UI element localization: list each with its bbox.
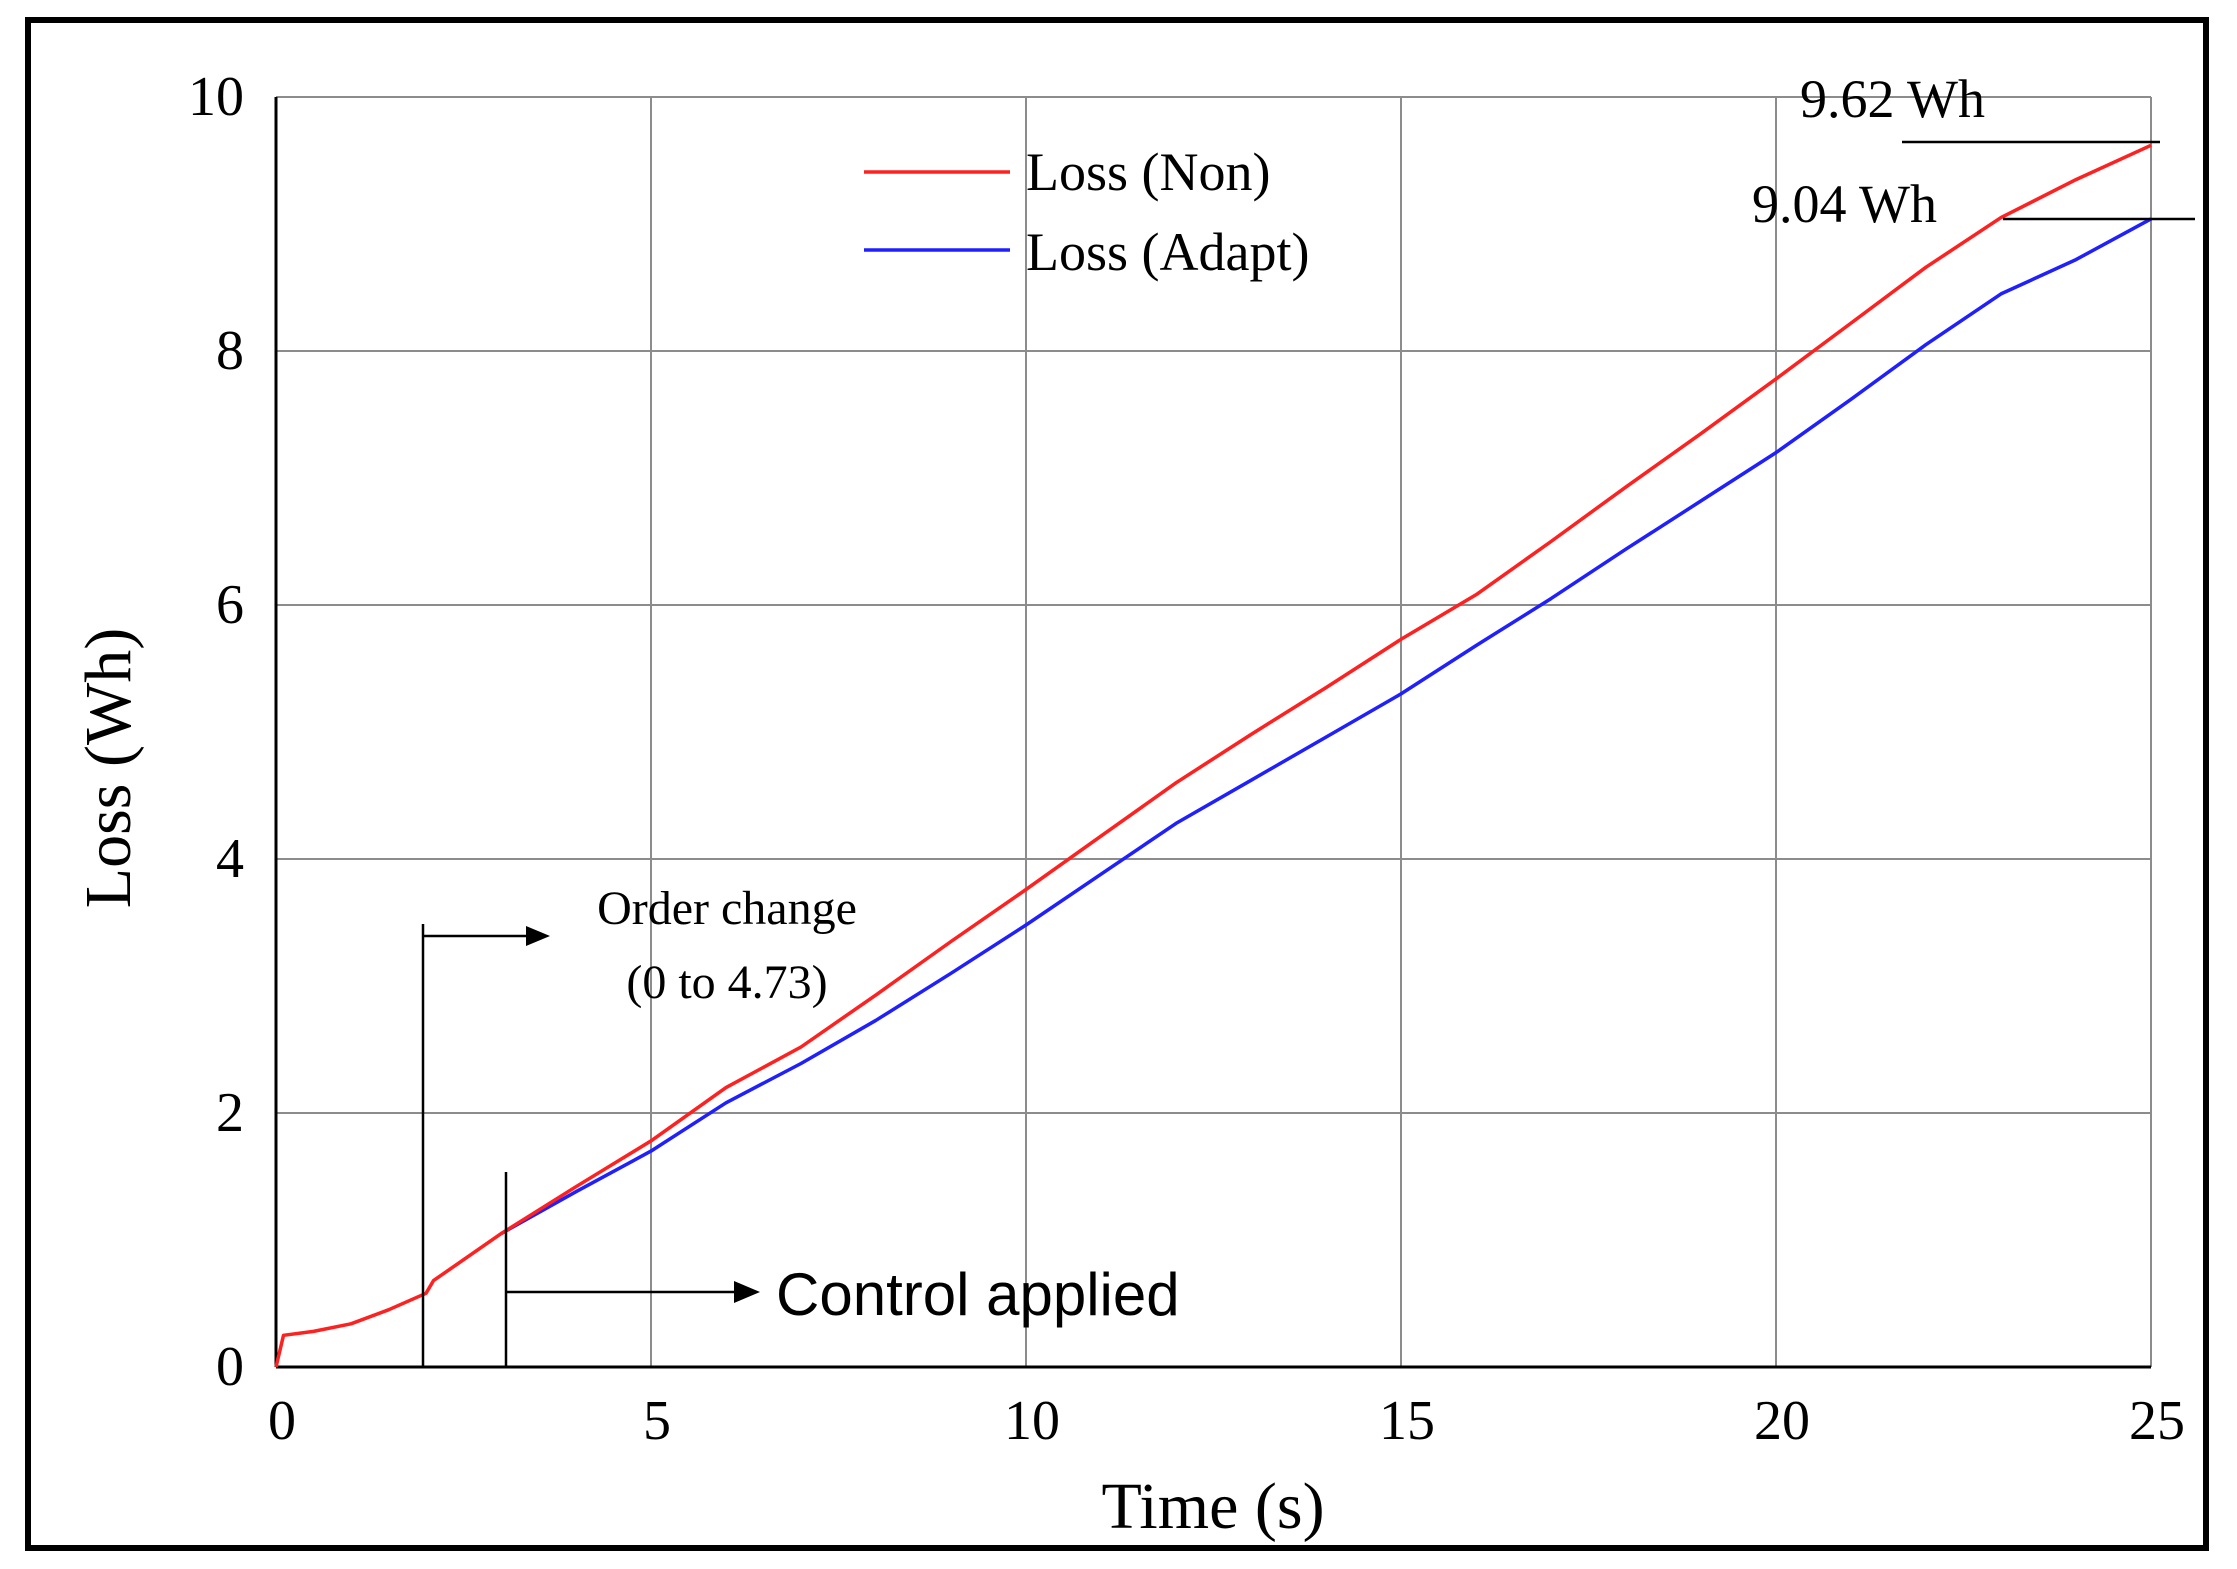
series-line-adapt: [500, 217, 2152, 1236]
y-tick-label: 2: [216, 1082, 244, 1144]
legend-label-adapt: Loss (Adapt): [1026, 222, 1309, 282]
control-applied-arrowhead: [734, 1281, 760, 1303]
y-tick-label: 4: [216, 828, 244, 890]
figure-frame: [25, 17, 2209, 1551]
x-tick-label: 20: [1754, 1390, 1810, 1452]
end-value-adapt-label: 9.04 Wh: [1752, 174, 1937, 234]
order-change-arrowhead: [526, 926, 550, 946]
y-tick-label: 6: [216, 574, 244, 636]
x-tick-labels: 0 5 10 15 20 25: [268, 1390, 2185, 1452]
x-tick-label: 15: [1379, 1390, 1435, 1452]
y-axis-title: Loss (Wh): [72, 628, 145, 908]
series-lines: [274, 143, 2152, 1368]
x-tick-label: 5: [643, 1390, 671, 1452]
y-tick-label: 8: [216, 320, 244, 382]
control-applied-label: Control applied: [776, 1261, 1180, 1328]
x-tick-label: 25: [2129, 1390, 2185, 1452]
order-change-range-label: (0 to 4.73): [626, 956, 827, 1009]
y-tick-label: 0: [216, 1336, 244, 1398]
grid-lines: [276, 96, 2152, 1367]
order-change-label: Order change: [597, 882, 857, 935]
x-tick-label: 10: [1004, 1390, 1060, 1452]
x-tick-label: 0: [268, 1390, 296, 1452]
y-tick-labels: 0 2 4 6 8 10: [188, 66, 244, 1398]
y-tick-label: 10: [188, 66, 244, 128]
end-value-non-label: 9.62 Wh: [1800, 69, 1985, 129]
legend-label-non: Loss (Non): [1026, 142, 1270, 202]
x-axis-title: Time (s): [1101, 1470, 1324, 1543]
series-line-non: [274, 143, 2152, 1368]
